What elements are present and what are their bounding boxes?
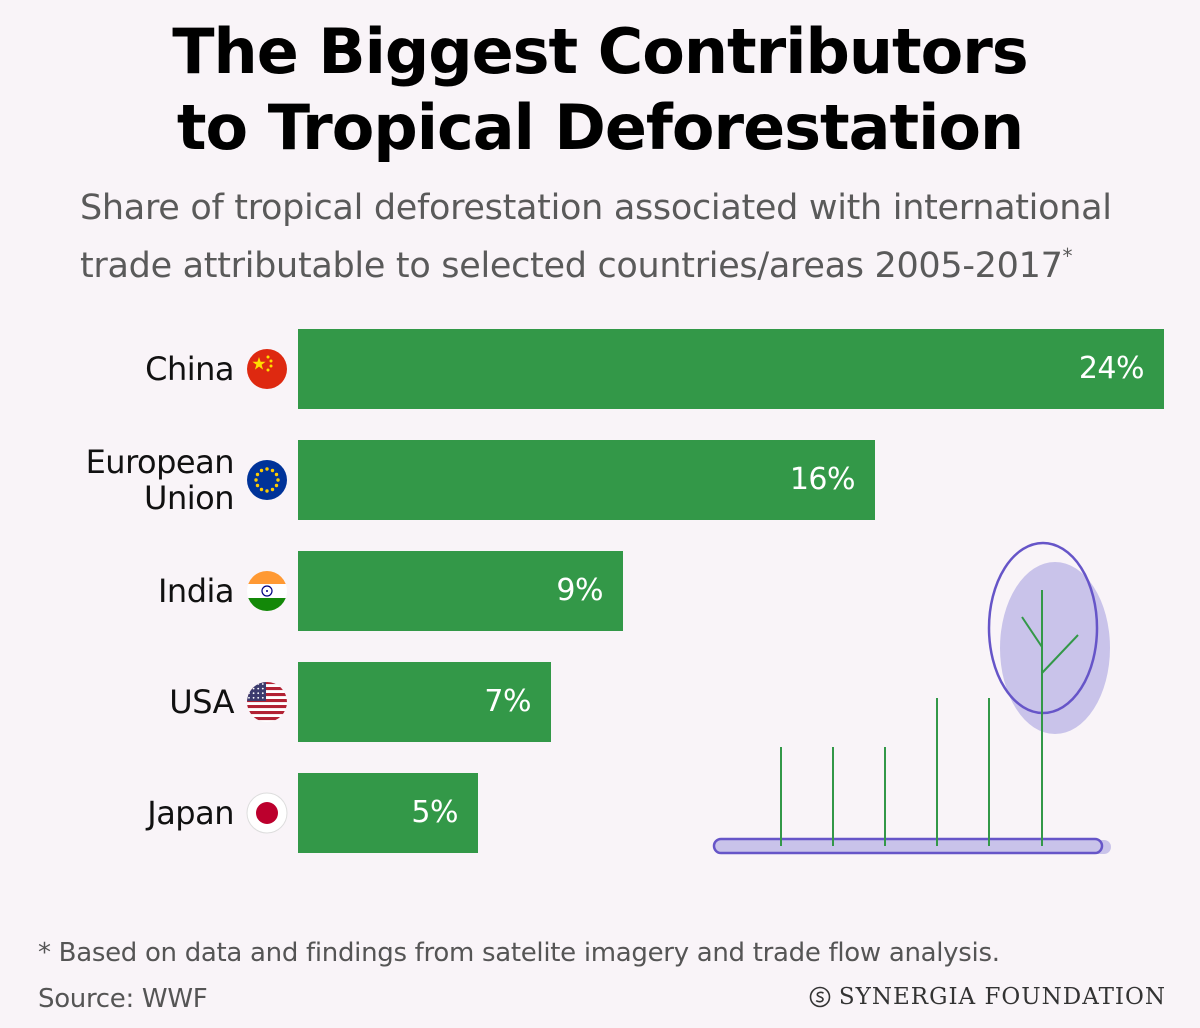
tree-branch-right: [1041, 634, 1079, 674]
category-label-line: European: [85, 443, 235, 481]
bar: 24%: [298, 329, 1164, 409]
data-label: 16%: [789, 462, 856, 497]
data-label: 9%: [556, 573, 603, 608]
title-line-1: The Biggest Contributors: [172, 15, 1028, 88]
category-label-line: USA: [169, 683, 234, 721]
subtitle-line-1: Share of tropical deforestation associat…: [80, 188, 1112, 228]
chart-subtitle: Share of tropical deforestation associat…: [80, 184, 1190, 290]
china-flag-icon: [247, 349, 287, 389]
category-label: USA: [60, 684, 234, 720]
usa-flag-icon: [247, 682, 287, 722]
tree-branch-left: [1021, 616, 1043, 648]
category-label: China: [60, 351, 234, 387]
synergia-s-icon: [809, 986, 831, 1008]
category-label-line: Union: [144, 479, 234, 517]
category-label: European Union: [60, 443, 235, 517]
category-label: Japan: [60, 795, 234, 831]
chart-title: The Biggest Contributors to Tropical Def…: [0, 14, 1200, 166]
tree-illustration: [712, 541, 1111, 855]
tree-canopy: [1000, 562, 1110, 734]
category-label-line: Japan: [147, 794, 234, 832]
brand-name: SYNERGIA FOUNDATION: [838, 984, 1166, 1010]
subtitle-line-2-text: trade attributable to selected countries…: [80, 246, 1063, 286]
title-line-2: to Tropical Deforestation: [176, 91, 1024, 164]
subtitle-line-2: trade attributable to selected countries…: [80, 232, 1190, 290]
eu-flag-icon: [247, 460, 287, 500]
category-label: India: [60, 572, 235, 610]
category-label-line: China: [145, 350, 234, 388]
bar: 7%: [298, 662, 551, 742]
japan-flag-icon: [246, 792, 288, 834]
india-flag-icon: [247, 571, 287, 611]
bar: 5%: [298, 773, 478, 853]
ground-outline: [712, 837, 1104, 855]
ground-strip: [714, 840, 1111, 854]
brand-logo: SYNERGIA FOUNDATION: [809, 984, 1166, 1010]
bar: 9%: [298, 551, 623, 631]
data-label: 7%: [484, 684, 531, 719]
data-label: 5%: [411, 795, 458, 830]
data-label: 24%: [1078, 351, 1145, 386]
subtitle-asterisk: *: [1062, 244, 1073, 268]
source-note: Source: WWF: [38, 984, 208, 1014]
footnote: * Based on data and findings from sateli…: [38, 938, 1000, 968]
bar: 16%: [298, 440, 875, 520]
category-label-line: India: [157, 572, 235, 610]
